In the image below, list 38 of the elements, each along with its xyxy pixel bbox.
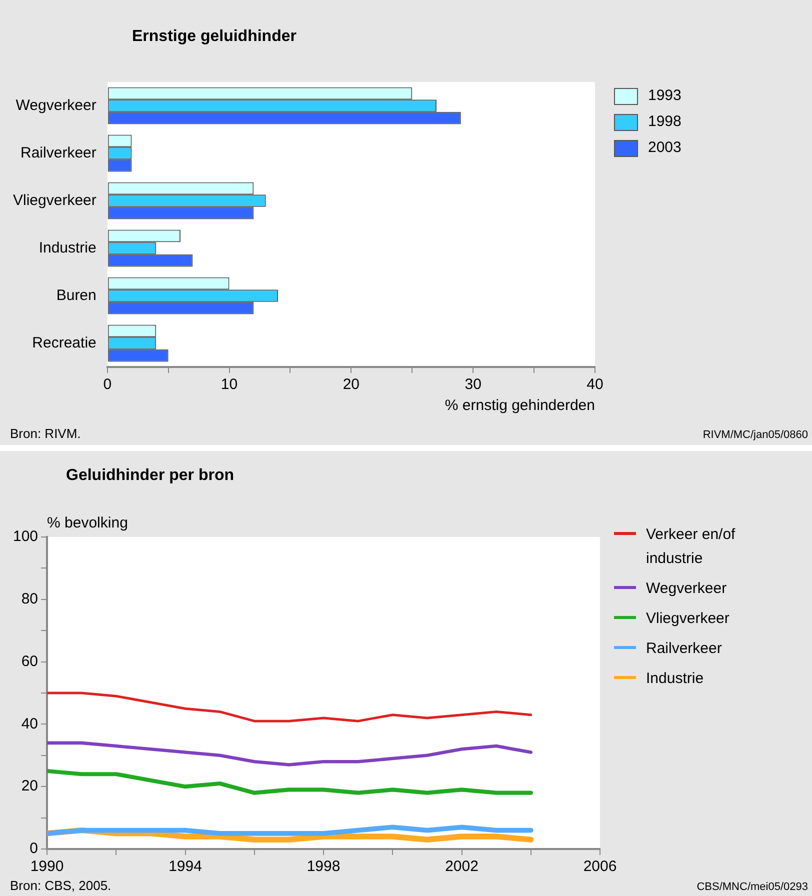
x-axis-title: % ernstig gehinderden <box>444 397 595 414</box>
y-tick-label: Industrie <box>38 239 96 256</box>
legend-label: Vliegverkeer <box>646 609 730 629</box>
y-tick-label: 60 <box>21 652 38 670</box>
x-tick-label: 30 <box>464 376 482 394</box>
y-tick-label: Vliegverkeer <box>12 192 96 209</box>
legend-label: 1998 <box>648 112 682 132</box>
text: RIVM/MC/jan05/0860 <box>702 429 808 441</box>
x-tick-label: 40 <box>586 376 604 394</box>
y-tick-label: 100 <box>12 528 38 546</box>
legend-label: Wegverkeer <box>646 579 727 599</box>
chart-title: Ernstige geluidhinder <box>132 28 296 46</box>
legend-label: Verkeer en/of industrie <box>646 525 736 569</box>
text: CBS/MNC/mei05/0293 <box>696 881 808 893</box>
y-tick-label: Buren <box>56 286 96 304</box>
text: Bron: CBS, 2005. <box>10 878 112 893</box>
y-axis-title: % bevolking <box>47 514 128 532</box>
text: Bron: RIVM. <box>10 426 81 441</box>
x-tick-label: 2002 <box>445 858 478 876</box>
legend-label: Industrie <box>646 669 704 689</box>
y-tick-label: Recreatie <box>32 334 96 352</box>
legend-label: 1993 <box>648 86 682 106</box>
y-tick-label: 0 <box>30 840 38 858</box>
legend-label: Railverkeer <box>646 639 722 659</box>
y-tick-label: 20 <box>21 778 38 795</box>
x-tick-label: 0 <box>103 376 112 394</box>
x-tick-label: 10 <box>220 376 238 394</box>
chart-title: Geluidhinder per bron <box>66 467 234 485</box>
y-tick-label: 80 <box>21 590 38 608</box>
x-tick-label: 2006 <box>583 858 617 876</box>
y-tick-label: Railverkeer <box>20 144 96 162</box>
y-tick-label: 40 <box>21 715 38 732</box>
x-tick-label: 1994 <box>168 858 202 876</box>
legend-label: 2003 <box>648 138 682 158</box>
x-tick-label: 1990 <box>30 858 64 876</box>
y-tick-label: Wegverkeer <box>16 96 96 114</box>
x-tick-label: 20 <box>342 376 360 394</box>
x-tick-label: 1998 <box>306 858 340 876</box>
